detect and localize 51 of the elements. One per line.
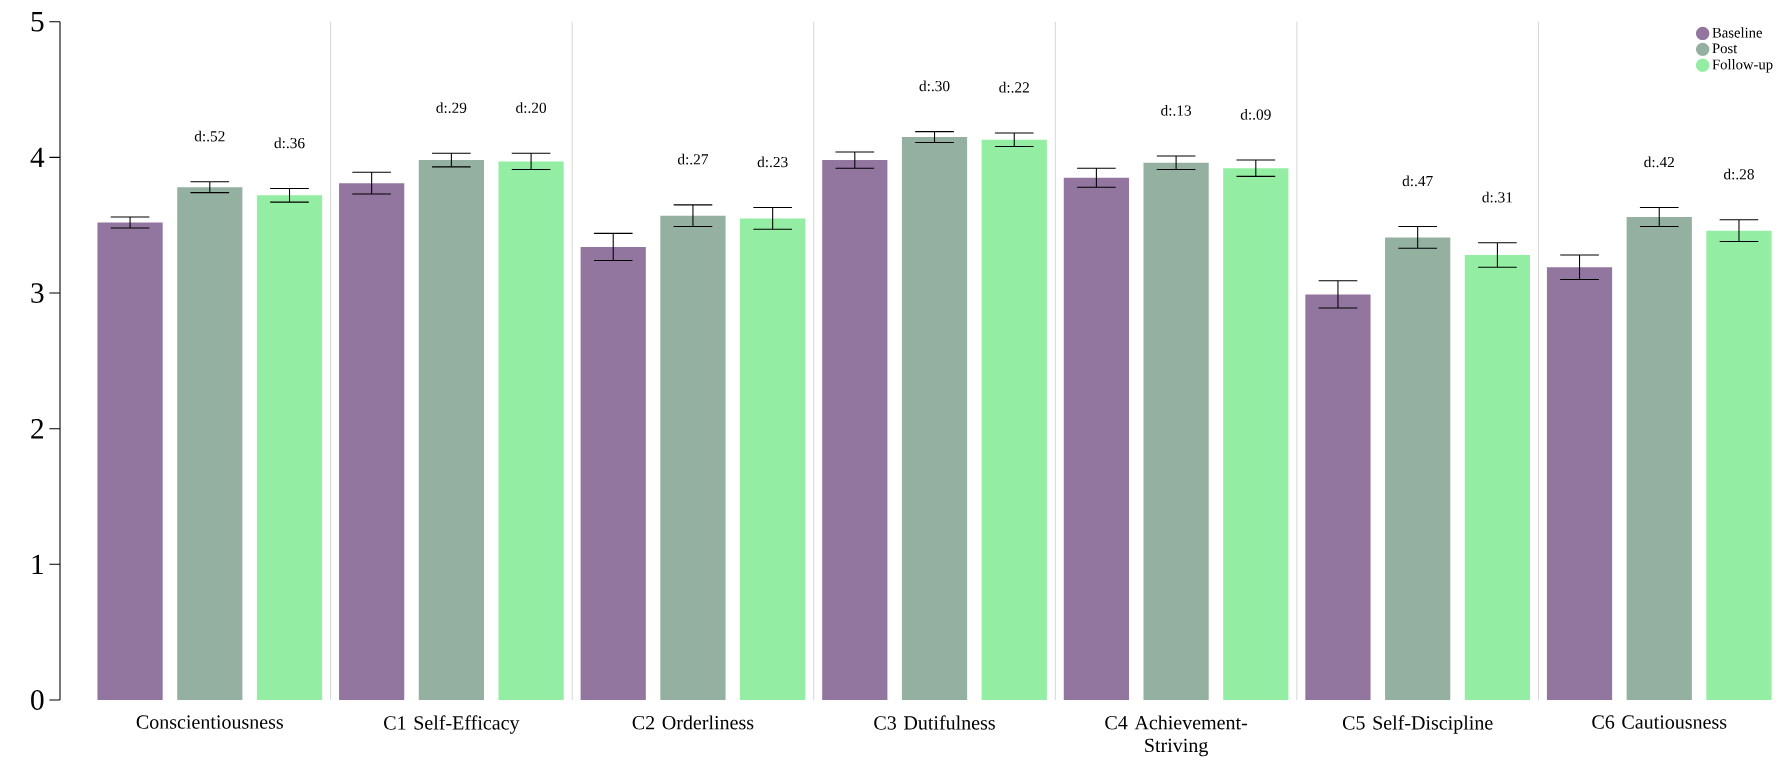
y-tick-label: 3 <box>31 283 44 303</box>
bar <box>339 183 405 700</box>
bar <box>1305 294 1371 700</box>
bar <box>901 137 968 700</box>
bar <box>97 222 163 700</box>
annotation: d:.47 <box>1402 175 1433 187</box>
bar <box>1546 267 1613 700</box>
annotation: d:.52 <box>194 130 225 142</box>
y-tick-label: 4 <box>30 147 45 168</box>
bar <box>1063 177 1129 700</box>
x-tick-label: C6 Cautiousness <box>1592 715 1727 729</box>
x-tick-label: C2 Orderliness <box>632 715 754 730</box>
annotation: d:.28 <box>1723 168 1754 180</box>
x-tick-label: C1 Self-Efficacy <box>384 715 520 734</box>
bar <box>1464 255 1531 700</box>
bar <box>981 139 1047 700</box>
y-tick-label: 1 <box>32 554 43 575</box>
y-tick-label: 2 <box>31 418 44 439</box>
x-tick-label: C5 Self-Discipline <box>1342 715 1493 734</box>
x-tick-label: C4 Achievement-Striving <box>1105 715 1248 757</box>
annotation: d:.23 <box>757 156 788 168</box>
bar <box>740 218 806 700</box>
annotation: d:.29 <box>436 102 467 114</box>
legend-label: Post <box>1712 43 1738 54</box>
x-tick-label: Conscientiousness <box>136 715 283 729</box>
bar <box>1706 230 1772 700</box>
annotation: d:.36 <box>274 137 305 149</box>
annotation: d:.22 <box>999 81 1029 93</box>
bar <box>1385 237 1451 700</box>
bar <box>1223 168 1289 700</box>
bar <box>177 187 243 700</box>
bar <box>1143 162 1209 700</box>
bar <box>822 160 888 700</box>
annotation: d:.30 <box>919 80 950 92</box>
annotation: d:.09 <box>1240 108 1271 120</box>
legend-label: Follow-up <box>1712 59 1773 73</box>
annotation: d:.31 <box>1482 191 1513 203</box>
legend-label: Baseline <box>1712 27 1762 38</box>
x-tick-label: C3 Dutifulness <box>874 715 995 730</box>
y-tick-label: 5 <box>31 11 44 32</box>
annotation: d:.27 <box>677 153 709 165</box>
annotation: d:.13 <box>1161 104 1192 116</box>
bar <box>660 215 726 700</box>
bar <box>498 161 564 700</box>
y-tick-label: 0 <box>31 690 44 710</box>
bar <box>418 160 484 700</box>
annotation: d:.20 <box>516 102 547 114</box>
annotation: d:.42 <box>1644 156 1674 168</box>
bar <box>1626 217 1692 700</box>
bar <box>256 195 323 700</box>
bar <box>580 246 646 700</box>
